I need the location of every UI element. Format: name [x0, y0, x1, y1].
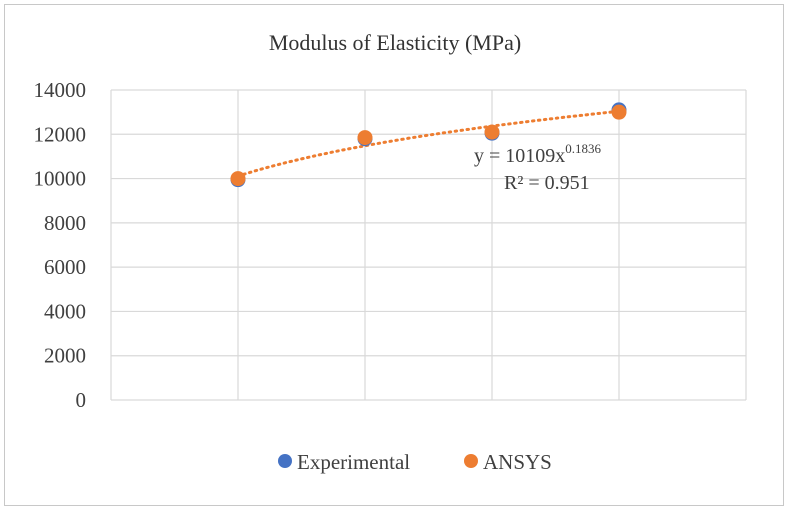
trendline-r2: R² = 0.951 — [504, 172, 590, 194]
legend: Experimental ANSYS — [278, 450, 552, 474]
chart-frame — [4, 4, 784, 506]
y-tick-label: 4000 — [44, 299, 86, 323]
chart-title: Modulus of Elasticity (MPa) — [269, 30, 521, 55]
legend-label-ansys: ANSYS — [483, 450, 552, 474]
trendline-equation-exponent: 0.1836 — [565, 141, 601, 156]
y-tick-label: 12000 — [34, 122, 87, 146]
y-tick-label: 10000 — [34, 167, 87, 191]
trendline — [236, 109, 621, 178]
point-ansys — [230, 171, 246, 187]
y-tick-label: 0 — [76, 388, 87, 412]
trendline-group — [236, 109, 621, 178]
y-tick-label: 8000 — [44, 211, 86, 235]
legend-label-experimental: Experimental — [297, 450, 410, 474]
point-ansys — [484, 124, 500, 140]
y-tick-label: 6000 — [44, 255, 86, 279]
y-tick-label: 2000 — [44, 344, 86, 368]
legend-marker-experimental — [278, 454, 292, 468]
legend-marker-ansys — [464, 454, 478, 468]
point-ansys — [357, 130, 373, 146]
trendline-equation: y = 10109x0.1836 — [474, 141, 602, 167]
trendline-equation-base: y = 10109x — [474, 145, 565, 167]
point-ansys — [611, 104, 627, 120]
grid — [110, 89, 747, 401]
data-points — [230, 102, 627, 188]
y-axis-ticks: 0 2000 4000 6000 8000 10000 12000 14000 — [34, 78, 87, 412]
y-tick-label: 14000 — [34, 78, 87, 102]
